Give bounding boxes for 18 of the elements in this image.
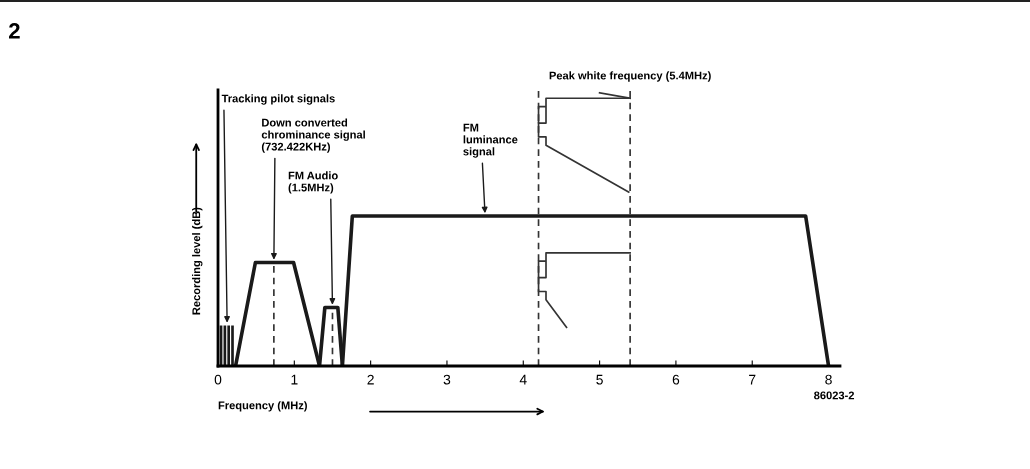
- x-tick-label: 7: [749, 374, 756, 385]
- x-tick-label: 4: [519, 374, 527, 385]
- x-tick-label: 5: [596, 374, 603, 385]
- annotation: Down converted chrominance signal (732.422KHz): [261, 118, 365, 153]
- annotation: FM luminance signal: [463, 123, 518, 158]
- x-tick-label: 1: [291, 374, 298, 385]
- annotation: Tracking pilot signals: [221, 94, 335, 105]
- x-axis-title: Frequency (MHz): [218, 401, 307, 412]
- x-tick-label: 2: [367, 374, 374, 385]
- ref-line-label: Peak white frequency (5.4MHz): [549, 71, 711, 82]
- x-tick-label: 6: [672, 374, 680, 385]
- text: 86023-2: [814, 391, 855, 400]
- text: 2: [9, 23, 20, 39]
- y-axis-title: Recording level (dB): [192, 207, 203, 315]
- x-tick-label: 3: [443, 374, 451, 385]
- x-tick-label: 8: [825, 374, 832, 385]
- annotation: FM Audio (1.5MHz): [288, 171, 338, 194]
- x-tick-label: 0: [214, 374, 222, 385]
